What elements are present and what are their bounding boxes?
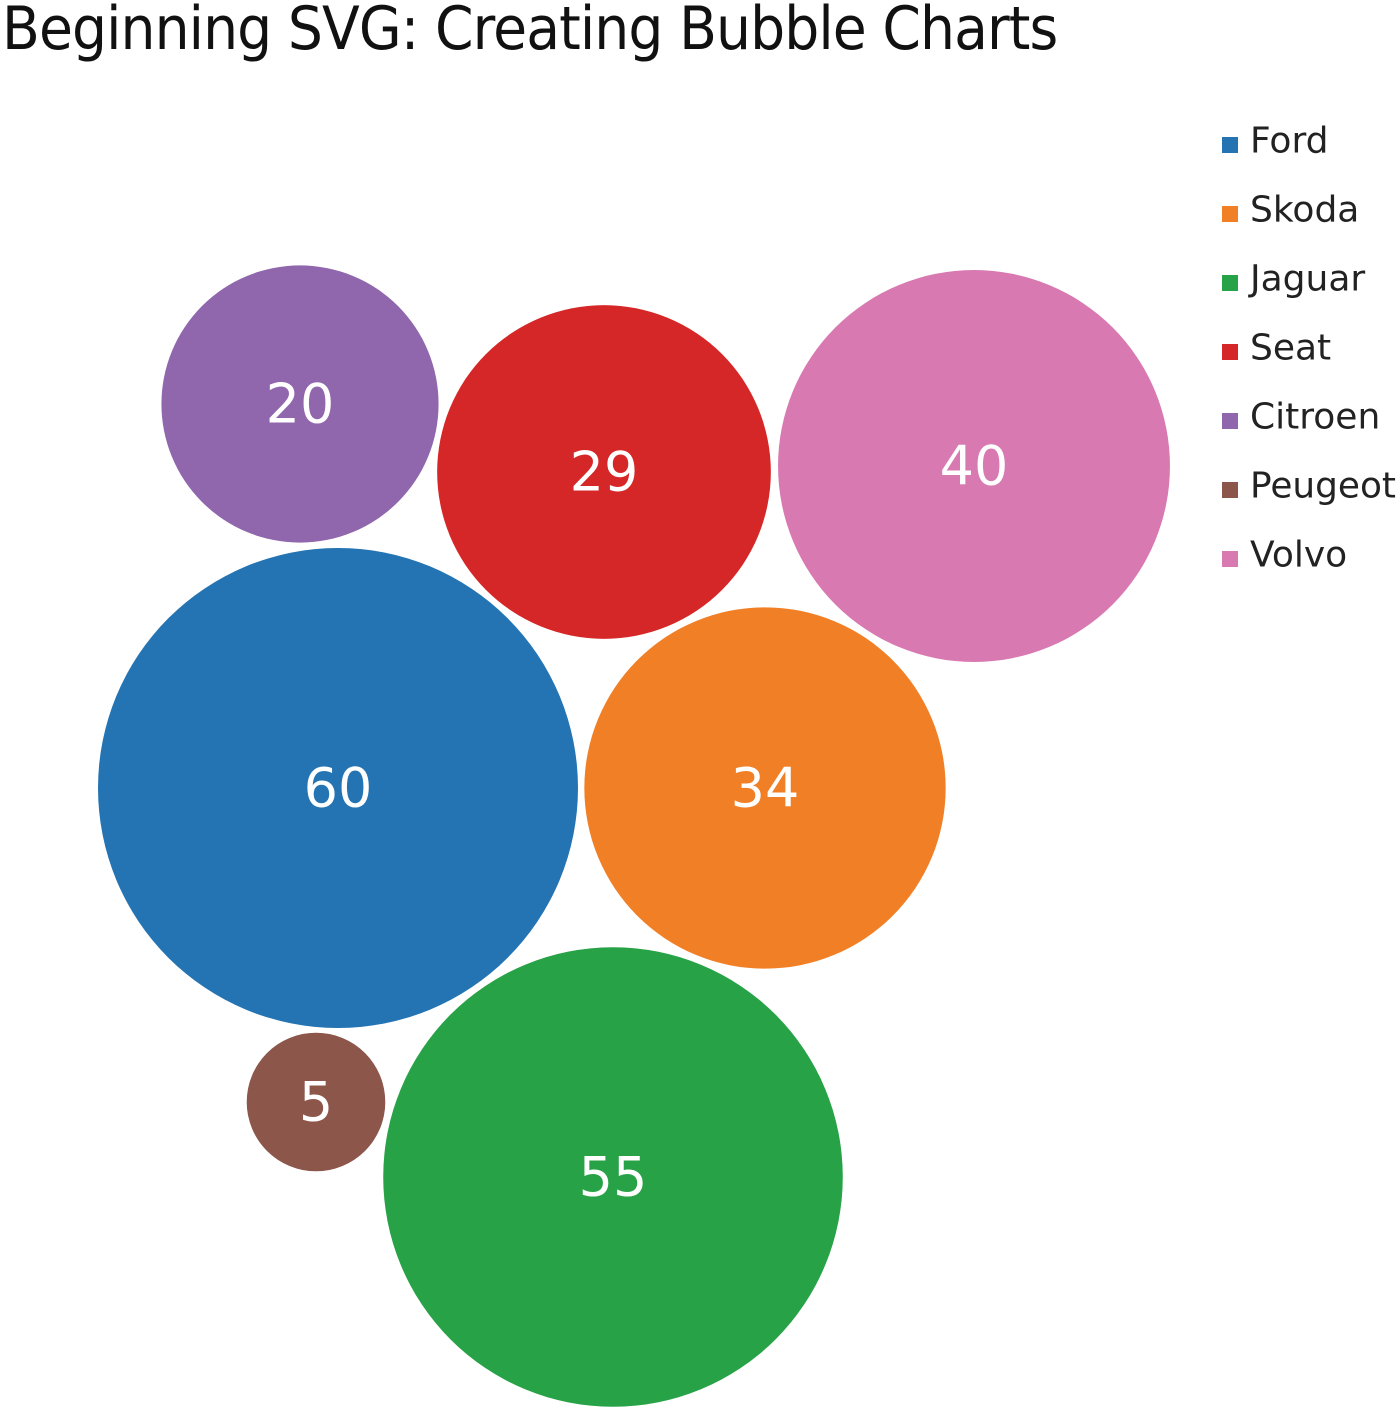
legend-swatch-jaguar [1222,275,1238,291]
legend-label-skoda: Skoda [1250,190,1359,231]
page-title: Beginning SVG: Creating Bubble Charts [2,0,1058,64]
legend-swatch-volvo [1222,551,1238,567]
legend-label-ford: Ford [1250,121,1328,162]
bubble-ford[interactable] [98,548,578,1028]
legend-swatch-skoda [1222,206,1238,222]
bubble-label-peugeot: 5 [299,1071,333,1134]
bubble-label-ford: 60 [304,757,373,820]
legend-label-volvo: Volvo [1250,535,1347,576]
bubble-label-seat: 29 [570,441,639,504]
bubble-label-skoda: 34 [731,757,800,820]
bubbles-group: 60 34 55 29 20 5 40 [98,265,1170,1407]
bubble-skoda[interactable] [584,607,946,969]
legend-swatch-peugeot [1222,482,1238,498]
legend-label-seat: Seat [1250,328,1331,369]
legend: Ford Skoda Jaguar Seat Citroen Peugeot Volvo [1222,121,1396,576]
bubble-label-citroen: 20 [266,373,335,436]
legend-label-peugeot: Peugeot [1250,466,1396,507]
bubble-seat[interactable] [437,305,771,639]
bubble-volvo[interactable] [778,270,1170,662]
bubble-label-volvo: 40 [940,435,1009,498]
legend-label-citroen: Citroen [1250,397,1380,438]
legend-swatch-citroen [1222,413,1238,429]
bubble-peugeot[interactable] [246,1032,386,1172]
bubble-label-jaguar: 55 [579,1146,648,1209]
bubble-citroen[interactable] [161,265,439,543]
legend-label-jaguar: Jaguar [1248,259,1365,300]
legend-swatch-seat [1222,344,1238,360]
legend-swatch-ford [1222,137,1238,153]
bubble-jaguar[interactable] [383,947,843,1407]
